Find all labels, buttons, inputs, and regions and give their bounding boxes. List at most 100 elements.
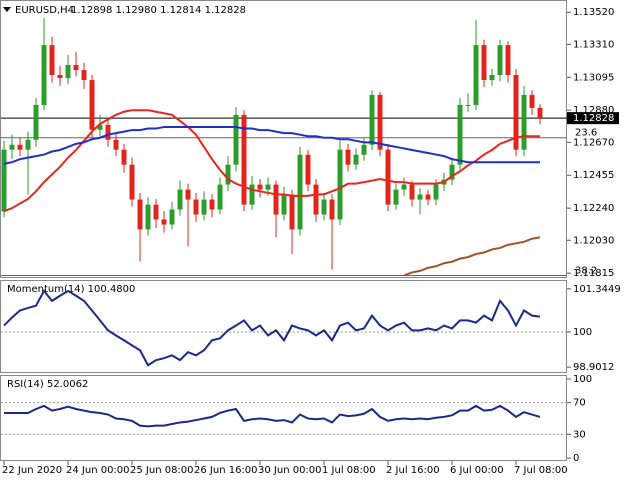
y-tick-label: 1.12670 xyxy=(573,137,614,148)
indicator-line xyxy=(4,404,541,428)
candle-body xyxy=(321,199,327,215)
candle-body xyxy=(449,164,455,180)
candle-body xyxy=(281,194,287,215)
y-tick-label: 1.12455 xyxy=(573,170,614,181)
candle-body xyxy=(73,65,79,71)
candle-body xyxy=(353,154,359,165)
y-tick-label: 100 xyxy=(573,327,592,338)
candle-body xyxy=(169,209,175,225)
y-tick-label: 1.13520 xyxy=(573,7,614,18)
candle-body xyxy=(49,45,55,75)
y-tick-label: 101.3449 xyxy=(573,284,621,295)
candle-body xyxy=(145,204,151,230)
moving-average xyxy=(3,126,540,165)
candle-body xyxy=(217,184,223,210)
y-tick-label: 1.12030 xyxy=(573,235,614,246)
symbol: EURUSD,H4 xyxy=(15,5,74,16)
candle-body xyxy=(521,94,527,150)
candle-body xyxy=(417,194,423,200)
y-tick-label: 98.9012 xyxy=(573,362,614,373)
candle-body xyxy=(249,184,255,205)
candle-body xyxy=(465,104,471,106)
candle-body xyxy=(153,204,159,220)
candle-body xyxy=(41,45,47,105)
candle-body xyxy=(337,149,343,220)
ohlc-readout: 1.12898 1.12980 1.12814 1.12828 xyxy=(71,5,246,16)
candle-body xyxy=(497,45,503,75)
fib-label: 38.2 xyxy=(575,265,597,276)
candle-body xyxy=(409,184,415,200)
candle-body xyxy=(241,114,247,205)
candle-body xyxy=(121,149,127,165)
x-tick-label: 6 Jul 00:00 xyxy=(450,465,504,476)
candle-body xyxy=(481,45,487,81)
x-tick-label: 2 Jul 16:00 xyxy=(386,465,440,476)
candle-body xyxy=(401,184,407,190)
candle-body xyxy=(17,144,23,150)
x-tick-label: 24 Jun 00:00 xyxy=(66,465,130,476)
candle-body xyxy=(273,184,279,215)
last-price-label: 1.12828 xyxy=(573,113,614,124)
candle-body xyxy=(25,139,31,150)
candle-body xyxy=(289,194,295,230)
fib-label: 23.6 xyxy=(575,128,597,139)
candle-body xyxy=(457,104,463,165)
candle-body xyxy=(393,189,399,205)
indicator-title: RSI(14) 52.0062 xyxy=(7,379,88,390)
rsi-panel-border xyxy=(0,375,567,461)
y-tick-label: 1.11815 xyxy=(573,268,614,279)
candle-body xyxy=(9,144,15,150)
candle-body xyxy=(225,164,231,185)
last-price-box xyxy=(567,112,619,125)
y-tick-label: 30 xyxy=(573,429,586,440)
y-tick-label: 1.12240 xyxy=(573,203,614,214)
indicator-title: Momentum(14) 100.4800 xyxy=(7,284,135,295)
candle-body xyxy=(105,124,111,140)
main-panel-border xyxy=(0,0,567,278)
indicator-line xyxy=(3,289,541,367)
candle-body xyxy=(369,94,375,145)
candle-body xyxy=(65,65,71,79)
candle-body xyxy=(113,139,119,150)
candle-body xyxy=(57,74,63,79)
x-tick-label: 7 Jul 08:00 xyxy=(514,465,568,476)
x-tick-label: 30 Jun 00:00 xyxy=(258,465,322,476)
candle-body xyxy=(233,114,239,165)
candle-body xyxy=(345,149,351,165)
candle-body xyxy=(473,45,479,105)
candle-body xyxy=(193,199,199,215)
moving-average xyxy=(403,236,541,277)
candle-body xyxy=(185,189,191,200)
candle-body xyxy=(89,80,95,130)
candle-body xyxy=(201,199,207,215)
candle-body xyxy=(385,149,391,205)
menu-arrow[interactable] xyxy=(3,7,11,12)
x-tick-label: 25 Jun 08:00 xyxy=(130,465,194,476)
candle-body xyxy=(81,70,87,81)
candle-body xyxy=(137,199,143,230)
candle-body xyxy=(425,194,431,200)
moving-average xyxy=(3,109,540,213)
candle-body xyxy=(377,94,383,150)
candle-body xyxy=(209,199,215,210)
candle-body xyxy=(537,107,543,119)
candle-body xyxy=(361,144,367,155)
candle-body xyxy=(529,94,535,108)
candle-body xyxy=(97,124,103,130)
y-tick-label: 100 xyxy=(573,374,592,385)
candle-body xyxy=(489,74,495,81)
candle-body xyxy=(313,184,319,215)
candle-body xyxy=(513,74,519,150)
y-tick-label: 1.13310 xyxy=(573,39,614,50)
candle-body xyxy=(129,164,135,200)
x-tick-label: 1 Jul 08:00 xyxy=(322,465,376,476)
candle-body xyxy=(305,154,311,185)
y-tick-label: 1.12880 xyxy=(573,105,614,116)
y-tick-label: 70 xyxy=(573,398,586,409)
candle-body xyxy=(433,184,439,200)
candle-body xyxy=(161,219,167,225)
candle-body xyxy=(1,149,7,212)
